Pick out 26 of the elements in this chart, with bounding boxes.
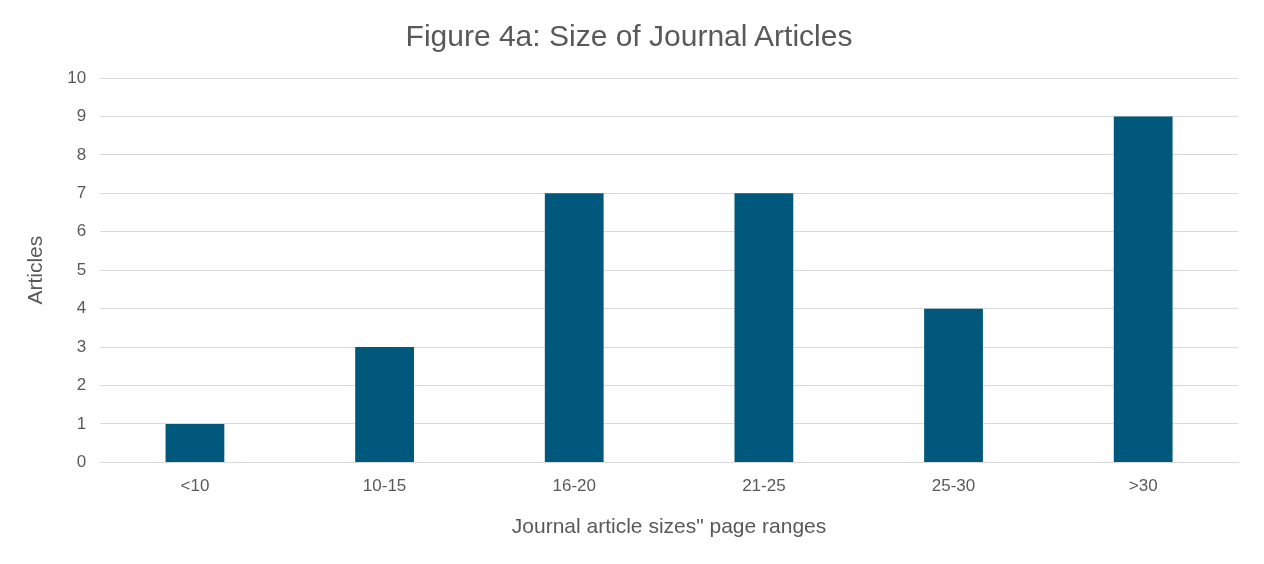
x-tick-label: 10-15: [362, 476, 407, 496]
y-axis-title: Articles: [23, 235, 47, 305]
x-tick-label: 16-20: [552, 476, 596, 496]
x-tick-label: 25-30: [931, 476, 976, 496]
x-tick-label: <10: [180, 476, 210, 496]
y-tick-label: 10: [67, 67, 87, 87]
y-tick-label: 3: [76, 336, 87, 356]
bar: [734, 193, 794, 462]
y-tick-label: 6: [76, 221, 87, 241]
x-axis-title: Journal article sizes" page ranges: [511, 514, 827, 538]
bar: [924, 308, 983, 462]
x-tick-label: >30: [1128, 476, 1158, 496]
y-tick-label: 5: [76, 259, 87, 279]
chart-title: Figure 4a: Size of Journal Articles: [405, 19, 853, 53]
y-tick-label: 2: [76, 375, 87, 395]
bar: [165, 423, 225, 462]
y-tick-label: 7: [76, 183, 87, 203]
y-tick-label: 0: [76, 452, 87, 472]
bar: [355, 347, 414, 462]
y-tick-label: 1: [76, 413, 87, 433]
bar: [1113, 116, 1173, 462]
x-tick-label: 21-25: [742, 476, 786, 496]
y-tick-label: 8: [76, 144, 87, 164]
y-tick-label: 9: [76, 106, 87, 126]
y-tick-label: 4: [76, 298, 87, 318]
bar: [544, 193, 604, 462]
